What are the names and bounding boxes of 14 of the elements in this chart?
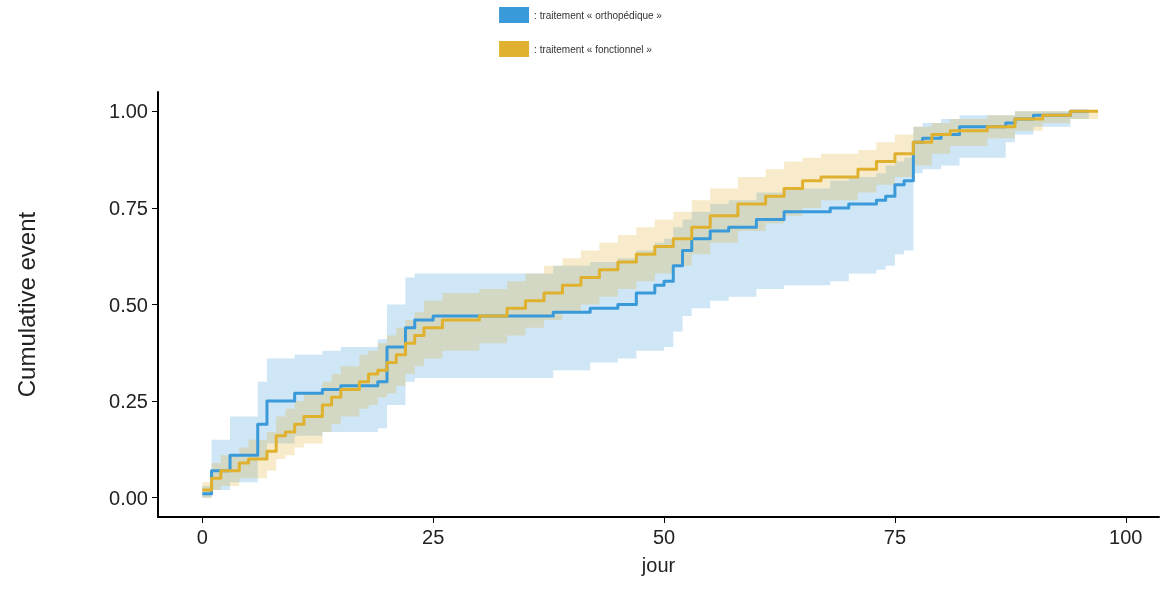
y-tick-label: 0.50: [109, 293, 148, 316]
legend-label: : traitement « orthopédique »: [534, 9, 663, 21]
x-axis-title: jour: [640, 554, 676, 576]
legend-label: : traitement « fonctionnel »: [534, 43, 653, 55]
x-tick-label: 0: [196, 526, 208, 548]
x-tick-label: 100: [1109, 526, 1143, 548]
x-tick-label: 25: [422, 526, 445, 548]
y-tick-label: 0.00: [109, 486, 148, 509]
y-axis-title: Cumulative event: [12, 211, 40, 398]
y-tick-label: 0.75: [109, 196, 148, 219]
y-tick-label: 0.25: [109, 390, 148, 413]
y-tick-label: 1.00: [109, 100, 148, 123]
x-tick-label: 75: [883, 526, 907, 548]
x-tick-label: 50: [652, 526, 676, 548]
